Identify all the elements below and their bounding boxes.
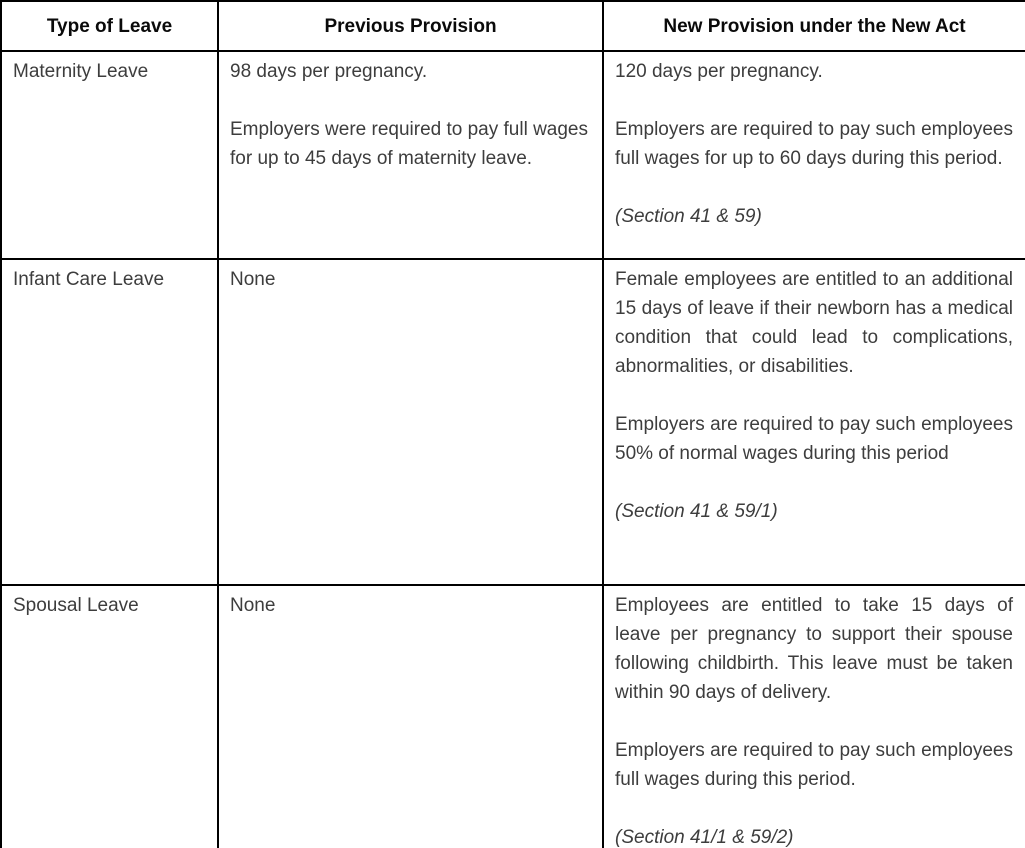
paragraph: Employers are required to pay such emplo… bbox=[615, 119, 1013, 169]
paragraph: Female employees are entitled to an addi… bbox=[615, 269, 1013, 377]
section-reference: (Section 41 & 59/1) bbox=[615, 501, 778, 522]
table-row-maternity-leave: Maternity Leave 98 days per pregnancy. E… bbox=[0, 50, 1025, 260]
paragraph: None bbox=[230, 269, 276, 290]
paragraph: None bbox=[230, 595, 276, 616]
cell-previous-provision: 98 days per pregnancy. Employers were re… bbox=[217, 50, 604, 260]
header-row: Type of Leave Previous Provision New Pro… bbox=[0, 0, 1025, 52]
paragraph: 120 days per pregnancy. bbox=[615, 61, 823, 82]
cell-new-provision: Female employees are entitled to an addi… bbox=[602, 258, 1025, 586]
paragraph: Employers were required to pay full wage… bbox=[230, 119, 589, 169]
paragraph: 98 days per pregnancy. bbox=[230, 61, 428, 82]
cell-previous-provision: None bbox=[217, 258, 604, 586]
paragraph: Employers are required to pay such emplo… bbox=[615, 414, 1013, 464]
paragraph: Employers are required to pay such emplo… bbox=[615, 740, 1013, 790]
cell-previous-provision: None bbox=[217, 584, 604, 848]
section-reference: (Section 41/1 & 59/2) bbox=[615, 827, 794, 848]
section-reference: (Section 41 & 59) bbox=[615, 206, 762, 227]
cell-leave-type: Maternity Leave bbox=[0, 50, 219, 260]
table-row-spousal-leave: Spousal Leave None Employees are entitle… bbox=[0, 584, 1025, 848]
paragraph: Employees are entitled to take 15 days o… bbox=[615, 595, 1013, 703]
cell-leave-type: Infant Care Leave bbox=[0, 258, 219, 586]
column-header-previous-provision: Previous Provision bbox=[217, 0, 604, 52]
cell-leave-type: Spousal Leave bbox=[0, 584, 219, 848]
column-header-new-provision: New Provision under the New Act bbox=[602, 0, 1025, 52]
cell-new-provision: Employees are entitled to take 15 days o… bbox=[602, 584, 1025, 848]
cell-new-provision: 120 days per pregnancy. Employers are re… bbox=[602, 50, 1025, 260]
table-row-infant-care-leave: Infant Care Leave None Female employees … bbox=[0, 258, 1025, 586]
column-header-type-of-leave: Type of Leave bbox=[0, 0, 219, 52]
